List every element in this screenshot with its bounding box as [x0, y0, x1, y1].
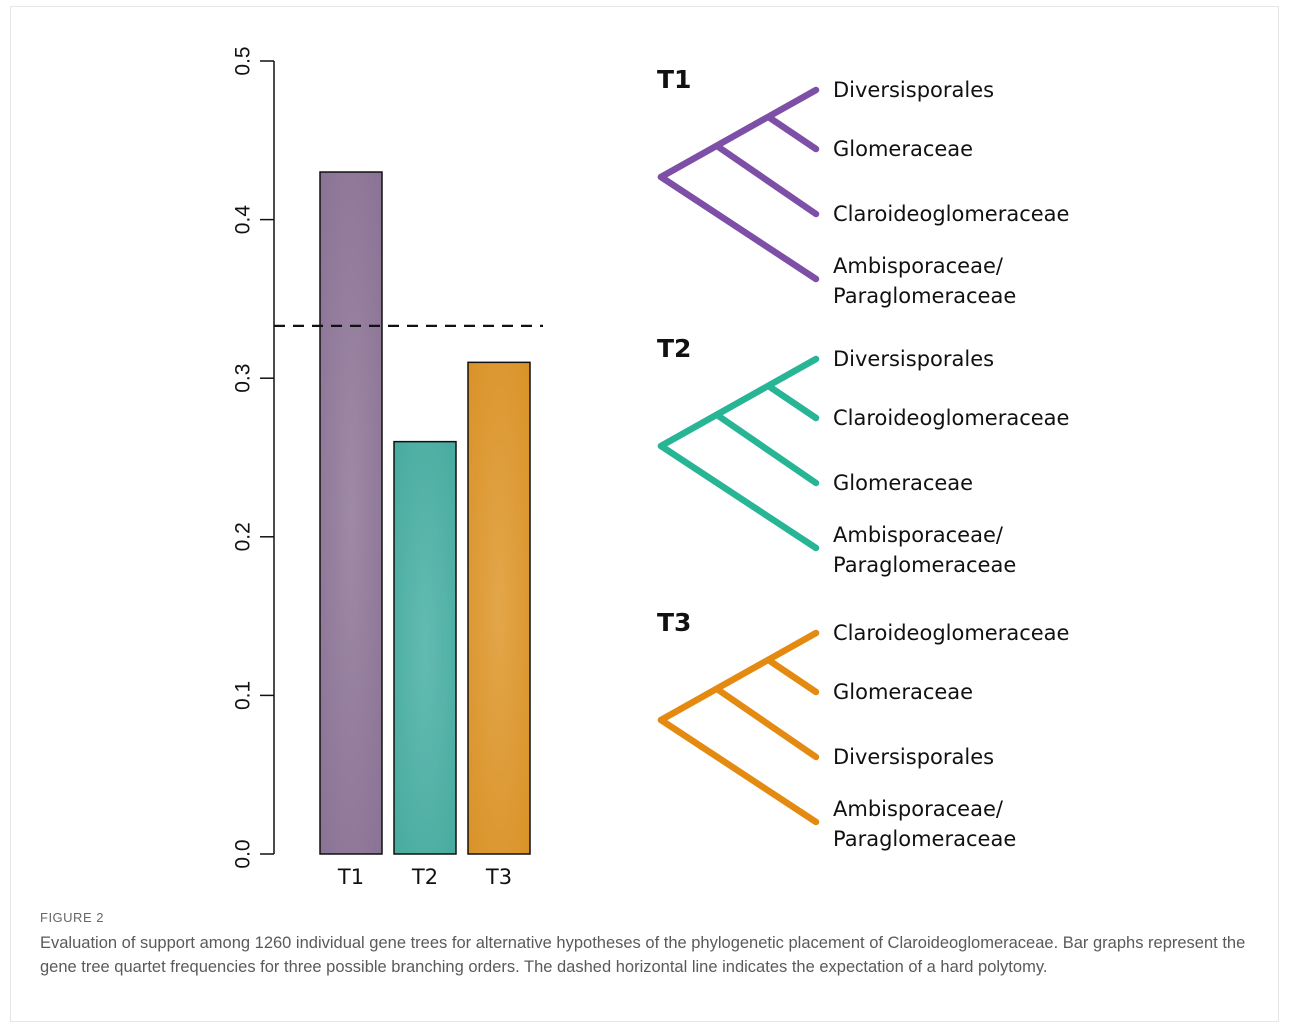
tree-branch — [766, 114, 820, 153]
tree-title: T3 — [657, 608, 691, 637]
y-tick-label: 0.4 — [231, 205, 254, 235]
taxon-label: Claroideoglomeraceae — [833, 621, 1069, 645]
y-tick-label: 0.5 — [231, 46, 254, 75]
taxon-label: Diversisporales — [833, 745, 994, 769]
tree-branch — [657, 86, 820, 181]
taxon-label: Claroideoglomeraceae — [833, 202, 1069, 226]
x-tick-label: T1 — [337, 865, 364, 889]
y-axis: 0.0 0.1 0.2 0.3 0.4 0.5 — [231, 46, 275, 869]
tree-title: T2 — [657, 334, 691, 363]
figure-chart: 0.0 0.1 0.2 0.3 0.4 0.5 T1 T2 T3 T1 Diversispora… — [231, 46, 1069, 889]
tree-branch — [766, 657, 820, 696]
y-tick-label: 0.0 — [231, 839, 254, 868]
figure-caption: FIGURE 2 Evaluation of support among 126… — [40, 910, 1265, 979]
figure-label: FIGURE 2 — [40, 910, 104, 925]
taxon-label: Diversisporales — [833, 78, 994, 102]
figure-frame — [10, 6, 1279, 1022]
taxon-label: Ambisporaceae/ — [833, 254, 1004, 278]
tree-t2: T2 Diversisporales Claroideoglomeraceae Glo… — [657, 334, 1069, 577]
taxon-label: Paraglomeraceae — [833, 284, 1016, 308]
tree-t1: T1 Diversisporales Glomeraceae Claroideoglo… — [657, 65, 1069, 308]
tree-title: T1 — [657, 65, 691, 94]
tree-t3: T3 Claroideoglomeraceae Glomeraceae Diversi… — [657, 608, 1069, 851]
y-tick-label: 0.3 — [231, 364, 254, 393]
taxon-label: Claroideoglomeraceae — [833, 406, 1069, 430]
taxon-label: Diversisporales — [833, 347, 994, 371]
bar-t1 — [319, 171, 383, 855]
taxon-label: Glomeraceae — [833, 471, 973, 495]
tree-branch — [766, 383, 820, 422]
x-tick-label: T3 — [485, 865, 512, 889]
tree-branch — [713, 142, 820, 218]
y-tick-label: 0.2 — [231, 522, 254, 551]
bar-t3 — [467, 361, 531, 855]
x-tick-label: T2 — [411, 865, 438, 889]
tree-branch — [713, 411, 820, 487]
tree-branch — [657, 716, 820, 826]
taxon-label: Glomeraceae — [833, 137, 973, 161]
tree-branch — [657, 629, 820, 724]
taxon-label: Ambisporaceae/ — [833, 797, 1004, 821]
taxon-label: Glomeraceae — [833, 680, 973, 704]
tree-branch — [657, 442, 820, 552]
tree-branch — [657, 355, 820, 450]
caption-text: Evaluation of support among 1260 individ… — [40, 934, 1246, 976]
taxon-label: Paraglomeraceae — [833, 553, 1016, 577]
taxon-label: Paraglomeraceae — [833, 827, 1016, 851]
trees-group: T1 Diversisporales Glomeraceae Claroideoglo… — [657, 65, 1069, 851]
bar-t2 — [393, 440, 457, 855]
tree-branch — [713, 685, 820, 761]
tree-branch — [657, 173, 820, 283]
taxon-label: Ambisporaceae/ — [833, 523, 1004, 547]
bars-group: T1 T2 T3 — [274, 171, 543, 889]
y-tick-label: 0.1 — [231, 681, 254, 710]
